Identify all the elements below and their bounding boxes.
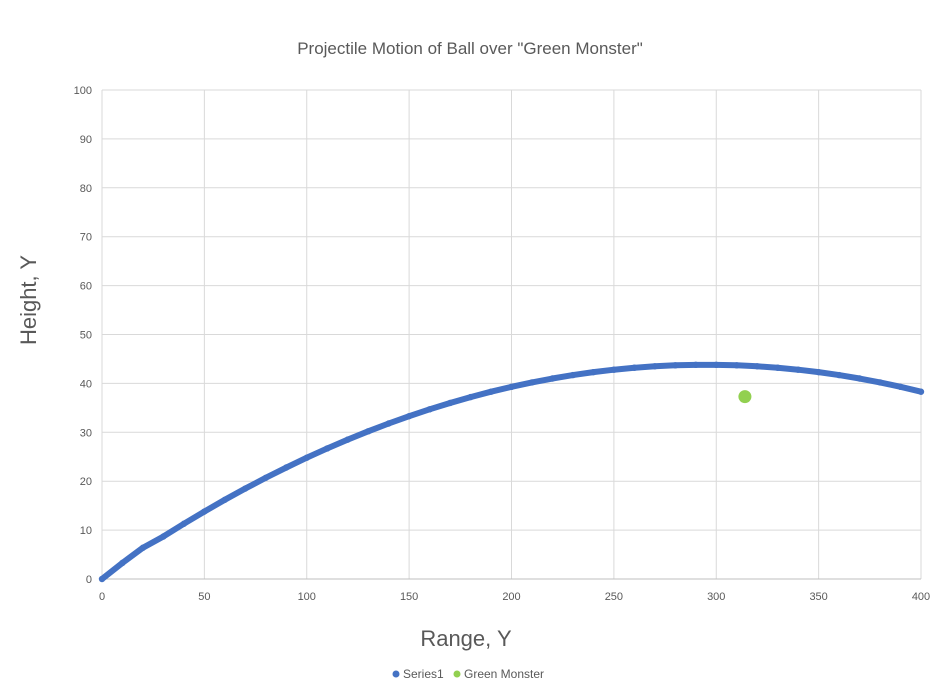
y-tick-label: 60 <box>80 281 92 293</box>
series1-point <box>549 375 556 382</box>
y-tick-label: 30 <box>80 427 92 439</box>
x-axis-title: Range, Y <box>420 626 512 651</box>
y-tick-label: 80 <box>80 183 92 195</box>
series1-point <box>856 375 863 382</box>
y-tick-label: 10 <box>80 525 92 537</box>
series1-point <box>774 364 781 371</box>
x-tick-label: 300 <box>707 591 725 603</box>
series1-point <box>651 363 659 370</box>
series1-point <box>672 362 679 369</box>
x-tick-label: 350 <box>809 591 827 603</box>
series1-point <box>262 474 269 481</box>
series1-point <box>160 533 167 540</box>
series1-point <box>324 445 331 452</box>
green-monster-point <box>738 390 752 404</box>
series1-point <box>487 388 495 395</box>
series1-point <box>692 361 699 369</box>
series1-point <box>754 363 761 370</box>
series1-point <box>794 366 802 373</box>
series1-point <box>139 544 147 551</box>
series1-point <box>180 520 188 527</box>
x-tick-label: 50 <box>198 591 210 603</box>
y-tick-label: 0 <box>86 574 92 586</box>
grid-lines <box>101 89 922 580</box>
series1-point <box>303 454 310 461</box>
chart-legend: Series1 Green Monster <box>392 667 544 681</box>
y-tick-label: 40 <box>80 378 92 390</box>
y-axis-title: Height, Y <box>16 255 41 345</box>
series1-point <box>426 406 433 413</box>
x-tick-label: 100 <box>298 591 316 603</box>
series1-point <box>119 559 126 567</box>
legend-series1-label: Series1 <box>403 667 444 681</box>
x-tick-label: 0 <box>99 591 105 603</box>
series1-group <box>98 361 925 583</box>
series1-point <box>528 379 536 386</box>
legend-green-monster-label: Green Monster <box>464 667 544 681</box>
series1-point <box>508 383 515 391</box>
x-tick-label: 250 <box>605 591 623 603</box>
y-tick-label: 90 <box>80 134 92 146</box>
series1-point <box>344 436 351 443</box>
series1-point <box>405 412 413 420</box>
y-tick-label: 100 <box>74 85 92 97</box>
series1-point <box>364 428 372 435</box>
chart-title: Projectile Motion of Ball over "Green Mo… <box>297 39 643 58</box>
series1-point <box>590 368 597 376</box>
series1-point <box>446 399 454 407</box>
series1-point <box>242 485 249 492</box>
series1-point <box>631 364 638 371</box>
legend-series1: Series1 <box>392 667 444 681</box>
x-tick-label: 200 <box>502 591 520 603</box>
green-monster-group <box>738 390 752 404</box>
series1-point <box>221 496 229 503</box>
series1-point <box>713 361 720 369</box>
x-tick-label: 150 <box>400 591 418 603</box>
x-tick-label: 400 <box>912 591 930 603</box>
series1-point <box>283 464 290 471</box>
series1-point <box>917 388 925 395</box>
tick-labels: 0 50 100 150 200 250 300 350 400 0 10 20 30 40 50 60 70 8… <box>74 85 931 603</box>
series1-point <box>569 371 577 379</box>
series1-point <box>815 368 822 376</box>
y-tick-label: 70 <box>80 232 92 244</box>
series1-point <box>835 371 843 379</box>
series1-point <box>610 366 618 373</box>
data-series <box>98 361 925 583</box>
legend-green-monster-marker <box>453 670 461 678</box>
legend-green-monster: Green Monster <box>453 667 544 681</box>
series1-point <box>897 383 904 391</box>
series1-point <box>385 420 392 427</box>
series1-point <box>876 379 884 386</box>
y-tick-label: 50 <box>80 330 92 342</box>
series1-point <box>733 362 740 369</box>
series1-point <box>467 393 474 401</box>
series1-point <box>201 508 208 515</box>
series1-point <box>98 575 106 583</box>
legend-series1-marker <box>392 670 400 678</box>
y-tick-label: 20 <box>80 476 92 488</box>
